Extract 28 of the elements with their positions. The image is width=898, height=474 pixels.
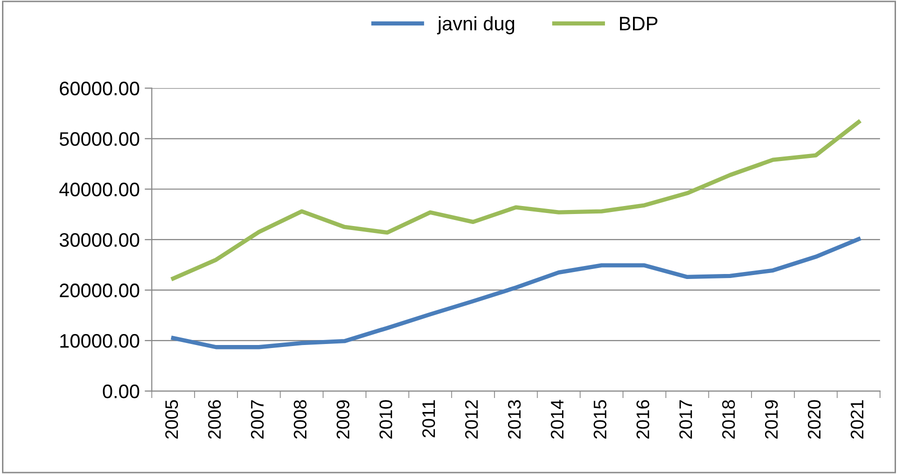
y-tick-label: 0.00 [102,384,140,398]
x-tick-label: 2015 [594,400,606,439]
y-tick-label: 30000.00 [60,233,140,247]
line-series [171,120,861,281]
legend-label: javni dug [437,16,514,34]
x-tick-label: 2017 [679,400,692,439]
line-series [171,237,861,350]
x-tick-label: 2013 [508,400,521,439]
y-tick-label: 20000.00 [60,284,140,298]
x-tick-label: 2014 [550,400,564,439]
x-tick-label: 2006 [208,400,221,439]
x-tick-label: 2008 [294,400,307,439]
x-tick-label: 2011 [422,400,436,438]
x-tick-label: 2012 [465,400,478,439]
x-tick-label: 2010 [379,400,392,439]
y-tick-label: 60000.00 [60,82,140,96]
x-tick-label: 2009 [336,400,350,439]
x-tick-label: 2007 [250,400,264,439]
x-tick-label: 2019 [765,400,778,439]
y-tick-label: 50000.00 [60,132,140,146]
x-tick-label: 2016 [636,400,650,439]
y-tick-label: 10000.00 [60,334,140,348]
x-tick-label: 2021 [850,400,864,439]
y-tick-label: 40000.00 [59,182,140,196]
x-tick-label: 2020 [808,400,821,439]
x-tick-label: 2005 [165,400,178,439]
legend-label: BDP [620,16,658,30]
x-tick-label: 2018 [722,400,735,439]
